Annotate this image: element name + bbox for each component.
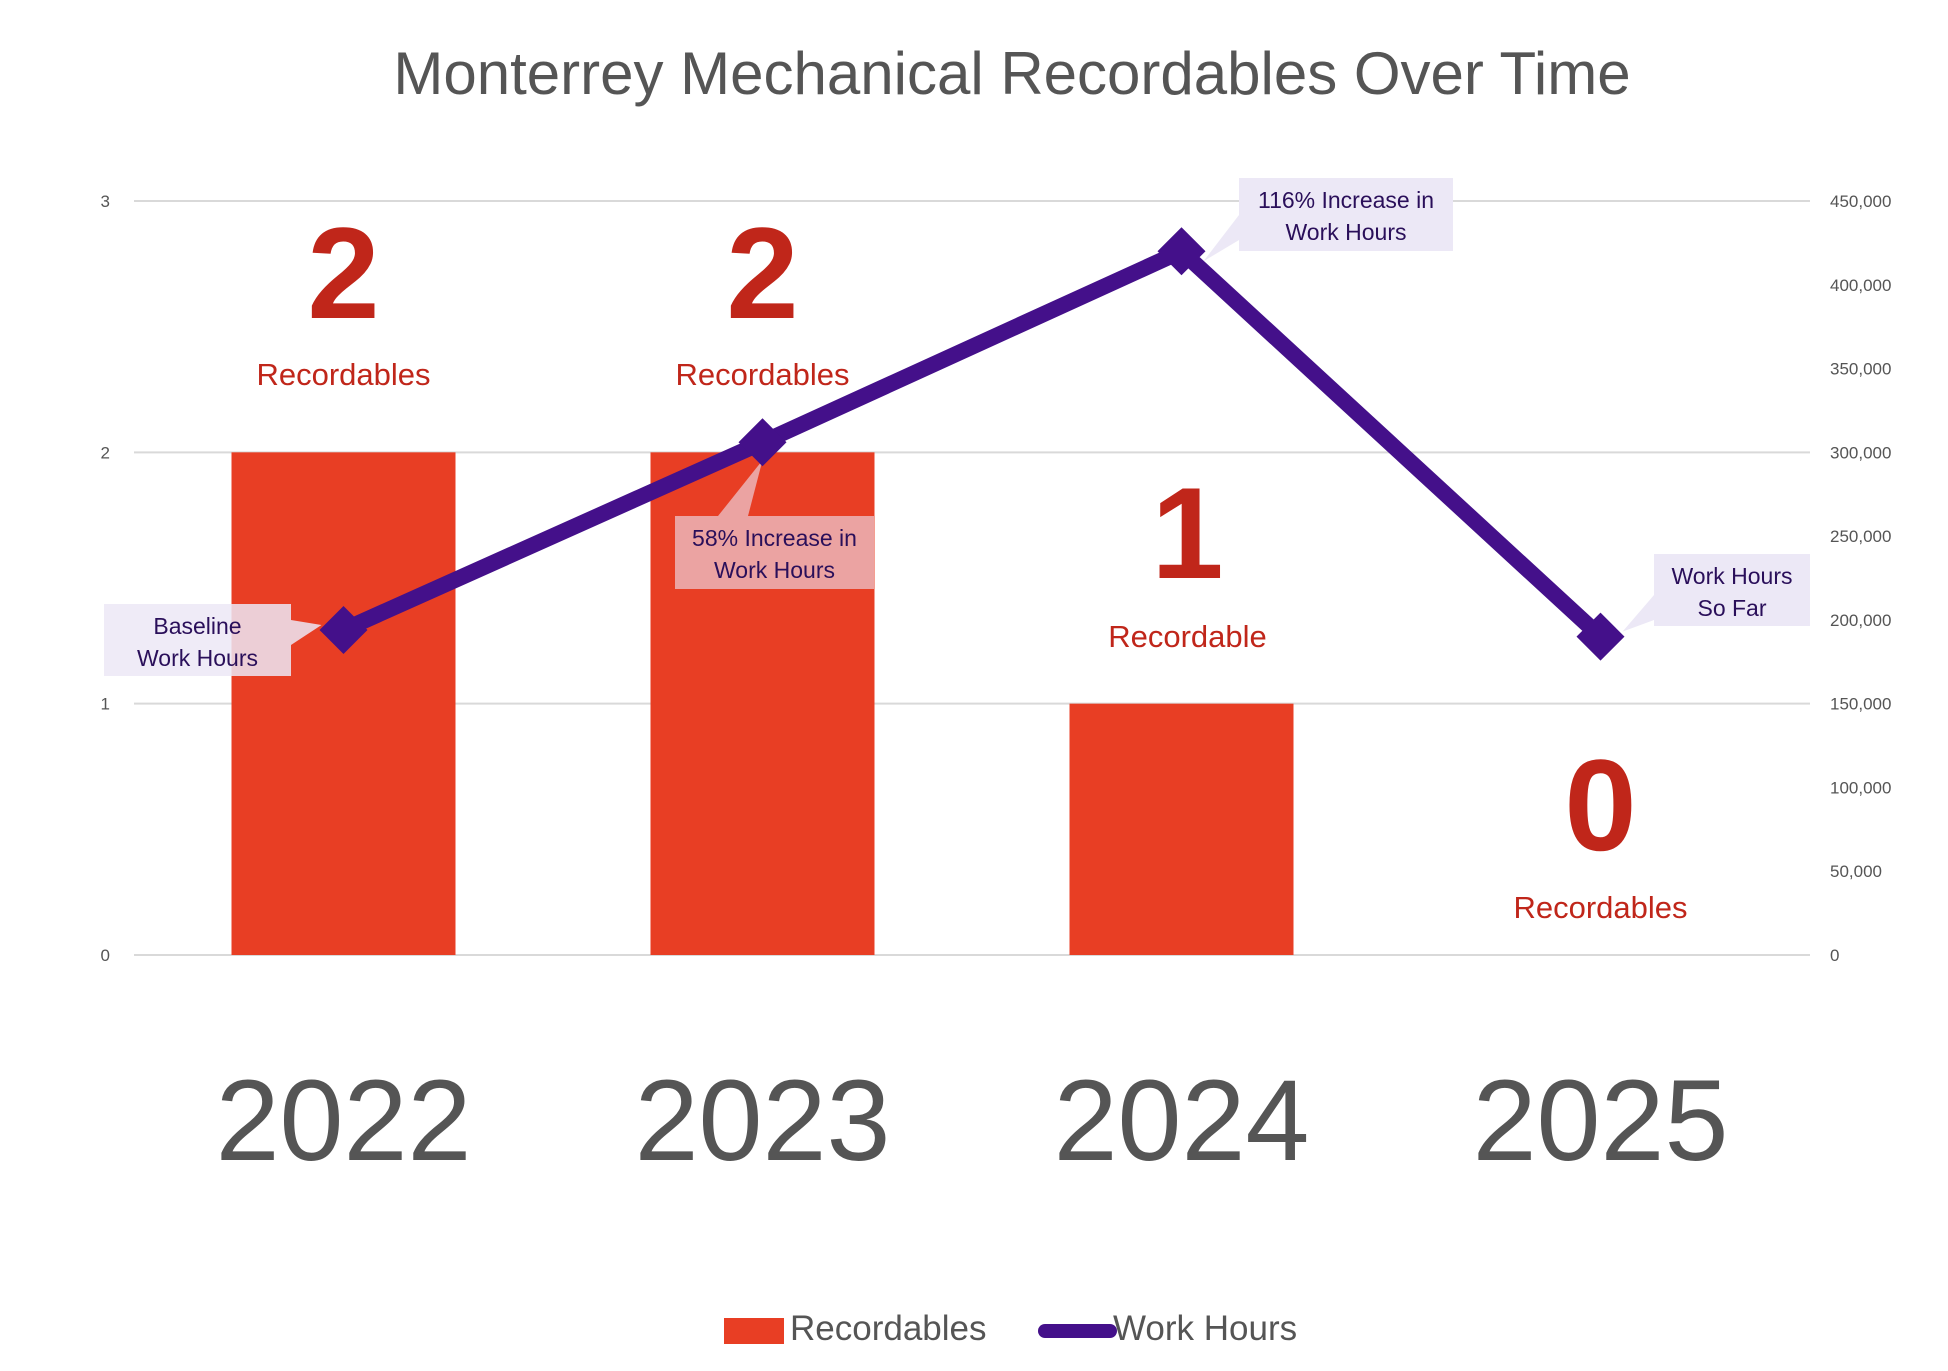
legend: Recordables Work Hours	[724, 1309, 1297, 1348]
callout-text: 116% Increase in	[1258, 187, 1434, 213]
bar-labels: 2 Recordables 2 Recordables 1 Recordable 0 Reco…	[256, 200, 1687, 925]
left-tick-label: 0	[101, 946, 110, 965]
callouts: Baseline Work Hours 58% Increase in Work Ho…	[104, 178, 1810, 676]
right-tick-label: 200,000	[1830, 611, 1891, 630]
callout-box	[675, 516, 874, 589]
callout-box	[1239, 178, 1453, 251]
legend-label-work-hours: Work Hours	[1113, 1309, 1297, 1348]
right-tick-label: 300,000	[1830, 443, 1891, 462]
x-label-2025: 2025	[1473, 1057, 1729, 1185]
right-tick-label: 100,000	[1830, 778, 1891, 797]
left-tick-label: 1	[101, 695, 110, 714]
work-hours-line	[319, 227, 1625, 661]
work-hours-marker-2025	[1576, 612, 1625, 661]
work-hours-polyline	[340, 241, 1606, 643]
bar-label-text: Recordables	[675, 357, 849, 392]
right-tick-label: 0	[1830, 946, 1839, 965]
bar-label-text: Recordables	[1513, 890, 1687, 925]
bar-label-number: 0	[1564, 732, 1636, 878]
bar-2024	[1069, 703, 1294, 955]
bar-label-number: 2	[726, 200, 798, 346]
callout-pointer	[291, 620, 322, 645]
x-label-2024: 2024	[1054, 1057, 1310, 1185]
chart-title: Monterrey Mechanical Recordables Over Ti…	[393, 40, 1630, 107]
x-label-2022: 2022	[216, 1057, 472, 1185]
x-label-2023: 2023	[635, 1057, 891, 1185]
callout-pointer	[1622, 595, 1654, 632]
callout-pointer	[1203, 215, 1239, 262]
work-hours-marker-2024	[1157, 227, 1206, 276]
bar-2022	[231, 452, 456, 955]
right-tick-label: 250,000	[1830, 527, 1891, 546]
bar-label-text: Recordables	[256, 357, 430, 392]
left-tick-label: 3	[101, 192, 110, 211]
right-tick-label: 400,000	[1830, 276, 1891, 295]
callout-text: Work Hours	[1286, 219, 1407, 245]
axis-ticks: 0 1 2 3 0 50,000 100,000 150,000 200,000 250,000 3…	[101, 192, 1892, 965]
legend-swatch-recordables	[724, 1318, 784, 1344]
callout-text: So Far	[1697, 595, 1766, 621]
bar-label-text: Recordable	[1108, 619, 1267, 654]
work-hours-marker-2022	[319, 605, 368, 654]
right-tick-label: 150,000	[1830, 695, 1891, 714]
callout-text: Work Hours	[714, 557, 835, 583]
callout-text: Work Hours	[1672, 563, 1793, 589]
callout-box	[1654, 554, 1810, 626]
bar-label-number: 2	[307, 200, 379, 346]
callout-pointer	[718, 460, 763, 516]
left-tick-label: 2	[101, 443, 110, 462]
bar-label-number: 1	[1151, 460, 1223, 606]
callout-text: Baseline	[153, 613, 241, 639]
x-axis-labels: 2022 2023 2024 2025	[216, 1057, 1729, 1185]
callout-text: 58% Increase in	[692, 525, 857, 551]
legend-label-recordables: Recordables	[790, 1309, 987, 1348]
right-tick-label: 350,000	[1830, 360, 1891, 379]
callout-box	[104, 604, 291, 676]
right-tick-label: 50,000	[1830, 862, 1882, 881]
right-tick-label: 450,000	[1830, 192, 1891, 211]
work-hours-marker-2023	[738, 418, 787, 467]
callout-text: Work Hours	[137, 645, 258, 671]
